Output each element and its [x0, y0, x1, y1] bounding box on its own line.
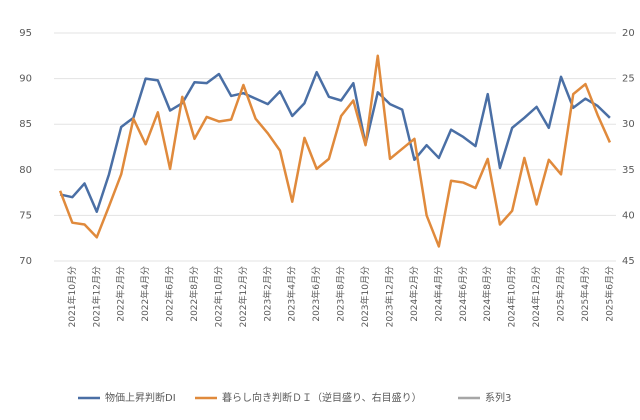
y-tick-label: 70 — [19, 256, 32, 267]
x-tick-label: 2023年12月分 — [383, 266, 395, 327]
x-tick-label: 2024年10月分 — [506, 266, 518, 327]
y2-tick-label: 45 — [622, 256, 635, 267]
x-tick-label: 2023年10月分 — [359, 266, 371, 327]
x-tick-label: 2023年8月分 — [335, 266, 347, 322]
x-tick-label: 2022年2月分 — [115, 266, 127, 322]
x-tick-label: 2023年6月分 — [310, 266, 322, 322]
y2-tick-label: 35 — [622, 165, 635, 176]
x-tick-label: 2024年2月分 — [408, 266, 420, 322]
y-tick-label: 90 — [19, 74, 32, 85]
x-tick-label: 2024年8月分 — [481, 266, 493, 322]
x-tick-label: 2025年4月分 — [579, 266, 591, 322]
x-tick-label: 2024年4月分 — [432, 266, 444, 322]
x-tick-label: 2022年4月分 — [139, 266, 151, 322]
x-tick-label: 2024年6月分 — [457, 266, 469, 322]
y2-tick-label: 25 — [622, 74, 635, 85]
legend-label: 系列3 — [485, 391, 511, 404]
x-tick-label: 2023年4月分 — [286, 266, 298, 322]
series-line — [59, 70, 611, 213]
x-tick-label: 2021年10月分 — [66, 266, 78, 327]
x-tick-label: 2022年10月分 — [212, 266, 224, 327]
y2-tick-label: 20 — [622, 28, 635, 39]
legend-label: 物価上昇判断DI — [105, 391, 176, 404]
x-tick-label: 2021年12月分 — [90, 266, 102, 327]
y-tick-label: 85 — [19, 119, 32, 130]
series-line — [58, 54, 612, 248]
x-tick-label: 2023年2月分 — [261, 266, 273, 322]
x-tick-label: 2025年6月分 — [603, 266, 615, 322]
y-tick-label: 75 — [19, 210, 32, 221]
x-tick-label: 2024年12月分 — [530, 266, 542, 327]
x-tick-label: 2022年8月分 — [188, 266, 200, 322]
x-tick-label: 2022年6月分 — [164, 266, 176, 322]
y-tick-label: 95 — [19, 28, 32, 39]
x-tick-label: 2025年2月分 — [555, 266, 567, 322]
x-tick-label: 2022年12月分 — [237, 266, 249, 327]
y-tick-label: 80 — [19, 165, 32, 176]
y2-tick-label: 30 — [622, 119, 635, 130]
y2-tick-label: 40 — [622, 210, 635, 221]
legend-label: 暮らし向き判断ＤＩ（逆目盛り、右目盛り） — [222, 391, 422, 404]
